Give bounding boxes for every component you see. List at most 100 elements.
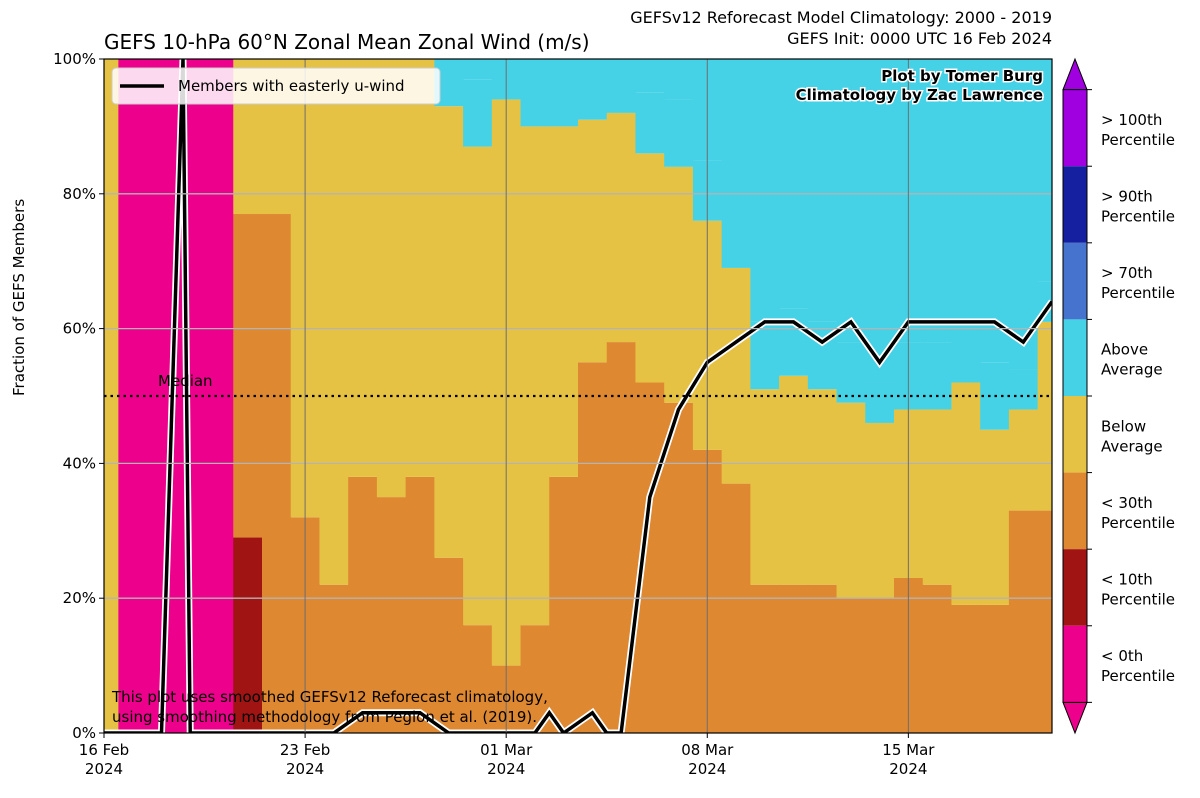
stack-segment-above — [750, 59, 780, 322]
stack-segment-lt30 — [376, 497, 407, 733]
colorbar-label: < 0th — [1101, 647, 1143, 665]
colorbar-label: < 10th — [1101, 570, 1153, 588]
x-tick-year-label: 2024 — [889, 760, 927, 778]
stack-segment-lt30 — [1037, 510, 1052, 733]
stack-segment-below — [980, 429, 1010, 605]
stack-segment-above — [549, 59, 579, 127]
stack-segment-above — [578, 59, 608, 120]
stack-segment-above — [463, 59, 493, 80]
x-tick-label: 16 Feb — [79, 741, 129, 759]
colorbar-label: Above — [1101, 341, 1148, 359]
stack-segment-below — [578, 119, 608, 363]
footnote-line-1: This plot uses smoothed GEFSv12 Reforeca… — [111, 688, 548, 706]
stack-segment-below — [520, 126, 550, 626]
stack-segment-below — [606, 112, 637, 343]
stack-segment-above — [951, 321, 981, 383]
stack-segment-lt30 — [549, 476, 579, 733]
stack-segment-above — [1008, 59, 1039, 370]
stack-segment-above — [865, 382, 895, 423]
legend: Members with easterly u-wind — [111, 67, 441, 105]
x-tick-label: 15 Mar — [882, 741, 935, 759]
climatology-info: GEFSv12 Reforecast Model Climatology: 20… — [630, 8, 1052, 27]
stack-segment-lt30 — [1008, 510, 1039, 733]
y-tick-label: 100% — [53, 50, 96, 68]
stacked-area-group — [104, 59, 1052, 733]
stack-segment-below — [807, 389, 838, 585]
stack-segment-below — [635, 153, 665, 383]
stack-segment-above — [951, 59, 981, 322]
stack-segment-below — [922, 409, 953, 585]
stack-segment-above — [463, 79, 493, 147]
stack-segment-below — [865, 422, 895, 599]
stack-segment-lt30 — [922, 584, 953, 733]
stack-segment-above — [750, 321, 780, 390]
stack-segment-below — [750, 389, 780, 585]
colorbar-label-line2: Percentile — [1101, 667, 1175, 685]
colorbar-segment-below — [1063, 396, 1087, 473]
stack-segment-above — [836, 342, 866, 403]
y-tick-label: 20% — [63, 589, 96, 607]
stack-segment-below — [348, 59, 378, 477]
stack-segment-above — [1037, 59, 1052, 282]
stack-segment-below — [405, 59, 435, 477]
stack-segment-above — [922, 59, 953, 343]
colorbar-label: > 100th — [1101, 111, 1162, 129]
stack-segment-below — [549, 126, 579, 477]
init-info: GEFS Init: 0000 UTC 16 Feb 2024 — [787, 29, 1052, 48]
stack-segment-above — [1008, 369, 1039, 410]
stack-segment-above — [980, 59, 1010, 363]
x-tick-year-label: 2024 — [286, 760, 324, 778]
colorbar-label-line2: Percentile — [1101, 590, 1175, 608]
stack-segment-below — [664, 166, 694, 403]
stack-segment-below — [434, 106, 464, 558]
stack-segment-lt30 — [405, 476, 435, 733]
stack-segment-above — [807, 59, 838, 322]
y-tick-label: 0% — [72, 724, 96, 742]
stack-segment-lt0 — [118, 59, 148, 733]
stack-segment-above — [664, 99, 694, 167]
stack-segment-below — [376, 59, 407, 498]
stack-segment-below — [951, 382, 981, 605]
colorbar-segment-gt70 — [1063, 242, 1087, 320]
colorbar-segment-gt90 — [1063, 166, 1087, 243]
colorbar-label-line2: Average — [1101, 437, 1163, 455]
colorbar-segment-gt100 — [1063, 89, 1087, 167]
credit-plot-by: Plot by Tomer Burg — [881, 67, 1043, 85]
stack-segment-lt30 — [750, 584, 780, 733]
colorbar-label-line2: Percentile — [1101, 284, 1175, 302]
colorbar-label: < 30th — [1101, 494, 1153, 512]
stack-segment-below — [836, 402, 866, 599]
x-tick-year-label: 2024 — [688, 760, 726, 778]
stack-segment-above — [520, 59, 550, 127]
colorbar-segment-lt30 — [1063, 472, 1087, 550]
stack-segment-below — [721, 267, 751, 484]
stack-segment-lt30 — [865, 598, 895, 733]
stack-segment-below — [463, 146, 493, 626]
stack-segment-lt30 — [262, 214, 292, 733]
stack-segment-above — [922, 342, 953, 410]
median-label: Median — [158, 372, 213, 390]
stack-segment-above — [721, 227, 751, 268]
colorbar-label-line2: Percentile — [1101, 514, 1175, 532]
stack-segment-above — [836, 59, 866, 343]
colorbar-segment-lt0 — [1063, 625, 1087, 703]
stack-segment-lt30 — [807, 584, 838, 733]
stack-segment-lt30 — [779, 584, 809, 733]
stack-segment-below — [779, 375, 809, 585]
colorbar-segment-lt10 — [1063, 549, 1087, 626]
stack-segment-lt30 — [463, 625, 493, 733]
stack-segment-lt30 — [578, 362, 608, 733]
x-tick-label: 08 Mar — [681, 741, 734, 759]
y-tick-label: 40% — [63, 454, 96, 472]
easterly-members-line — [104, 59, 1052, 733]
y-tick-label: 60% — [63, 320, 96, 338]
x-tick-year-label: 2024 — [85, 760, 123, 778]
stack-segment-lt30 — [721, 483, 751, 733]
stack-segment-above — [664, 59, 694, 100]
stack-segment-above — [606, 59, 637, 113]
colorbar-label: > 90th — [1101, 188, 1153, 206]
x-tick-label: 23 Feb — [280, 741, 330, 759]
stack-segment-lt30 — [319, 584, 349, 733]
